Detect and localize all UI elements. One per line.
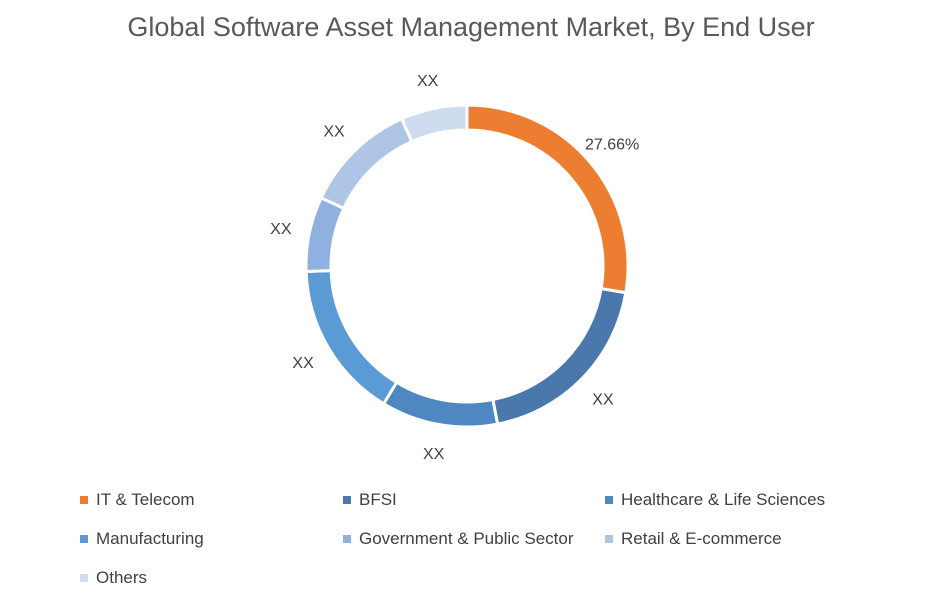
donut-slice-manufacturing [304, 269, 399, 406]
legend-swatch [80, 496, 88, 504]
legend-label: Government & Public Sector [359, 529, 574, 548]
chart-title: Global Software Asset Management Market,… [127, 12, 815, 42]
legend-label: Others [96, 568, 148, 587]
legend-label: Healthcare & Life Sciences [621, 490, 826, 509]
data-label: XX [423, 446, 445, 463]
data-label: XX [270, 221, 292, 238]
donut-slice-healthcare-life-sciences [381, 380, 500, 429]
legend-label: Manufacturing [96, 529, 204, 548]
legend-item: IT & Telecom [80, 490, 195, 510]
legend-item: Healthcare & Life Sciences [605, 490, 825, 510]
donut-slice-it-telecom [465, 103, 630, 295]
data-label: XX [592, 392, 614, 409]
legend-item: BFSI [343, 490, 397, 510]
legend-item: Retail & E-commerce [605, 529, 782, 549]
legend-swatch [605, 535, 613, 543]
data-label: XX [323, 123, 345, 140]
legend-swatch [605, 496, 613, 504]
legend-label: BFSI [359, 490, 397, 509]
legend-swatch [343, 496, 351, 504]
legend-item: Others [80, 568, 147, 588]
legend-swatch [80, 574, 88, 582]
data-label: XX [292, 355, 314, 372]
legend-swatch [80, 535, 88, 543]
data-label: XX [417, 73, 439, 90]
donut-slice-government-public-sector [304, 195, 346, 274]
legend-label: IT & Telecom [96, 490, 195, 509]
legend-item: Manufacturing [80, 529, 204, 549]
legend-swatch [343, 535, 351, 543]
legend-item: Government & Public Sector [343, 529, 573, 549]
legend-label: Retail & E-commerce [621, 529, 782, 548]
data-label: 27.66% [585, 136, 639, 153]
donut-slice-others [399, 103, 469, 144]
